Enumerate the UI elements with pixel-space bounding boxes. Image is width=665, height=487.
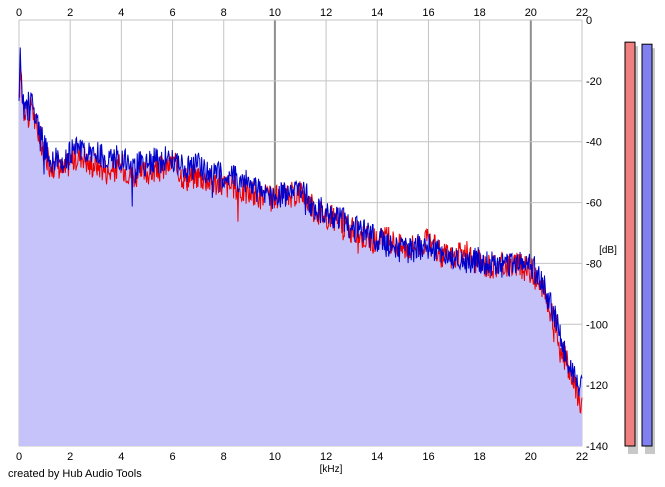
x-tick-label-bottom: 10	[269, 451, 281, 463]
x-tick-label-top: 20	[525, 7, 537, 19]
x-tick-label-top: 16	[422, 7, 434, 19]
x-tick-label-top: 0	[16, 7, 22, 19]
x-tick-label-bottom: 16	[422, 451, 434, 463]
y-tick-label: -60	[586, 198, 602, 210]
x-tick-label-bottom: 2	[67, 451, 73, 463]
y-tick-label: -120	[586, 380, 608, 392]
x-tick-label-bottom: 8	[221, 451, 227, 463]
x-tick-label-top: 14	[371, 7, 383, 19]
spectrum-fill-area	[19, 47, 582, 446]
credit-text: created by Hub Audio Tools	[8, 468, 142, 480]
x-axis-bottom: 0 2 4 6 8 10 12 14 16 18 20 22	[16, 451, 588, 463]
x-tick-label-bottom: 12	[320, 451, 332, 463]
y-axis-unit-label: [dB]	[599, 245, 617, 256]
x-tick-label-top: 10	[269, 7, 281, 19]
x-tick-label-top: 22	[576, 7, 588, 19]
y-axis-right: 0 -20 -40 -60 -80 -100 -120 -140	[586, 15, 608, 453]
x-tick-label-bottom: 6	[169, 451, 175, 463]
level-meter-right	[641, 43, 653, 447]
x-tick-label-bottom: 18	[474, 451, 486, 463]
x-tick-label-bottom: 14	[371, 451, 383, 463]
y-tick-label: -20	[586, 76, 602, 88]
y-tick-label: -140	[586, 441, 608, 453]
x-tick-label-bottom: 0	[16, 451, 22, 463]
x-axis-unit-label: [kHz]	[320, 464, 343, 475]
x-tick-label-bottom: 22	[576, 451, 588, 463]
level-meters	[624, 41, 655, 455]
x-tick-label-top: 8	[221, 7, 227, 19]
x-tick-label-top: 2	[67, 7, 73, 19]
series-line-right-channel	[18, 47, 583, 397]
x-tick-label-top: 4	[118, 7, 124, 19]
x-tick-label-bottom: 20	[525, 451, 537, 463]
y-tick-label: -100	[586, 319, 608, 331]
y-tick-label: -80	[586, 258, 602, 270]
x-tick-label-top: 12	[320, 7, 332, 19]
x-tick-label-top: 18	[474, 7, 486, 19]
y-tick-label: -40	[586, 137, 602, 149]
x-axis-top: 0 2 4 6 8 10 12 14 16 18 20 22	[16, 7, 588, 19]
series-layer	[18, 47, 583, 446]
level-meter-left	[624, 41, 636, 447]
x-tick-label-bottom: 4	[118, 451, 124, 463]
y-tick-label: 0	[586, 15, 592, 27]
x-tick-label-top: 6	[169, 7, 175, 19]
